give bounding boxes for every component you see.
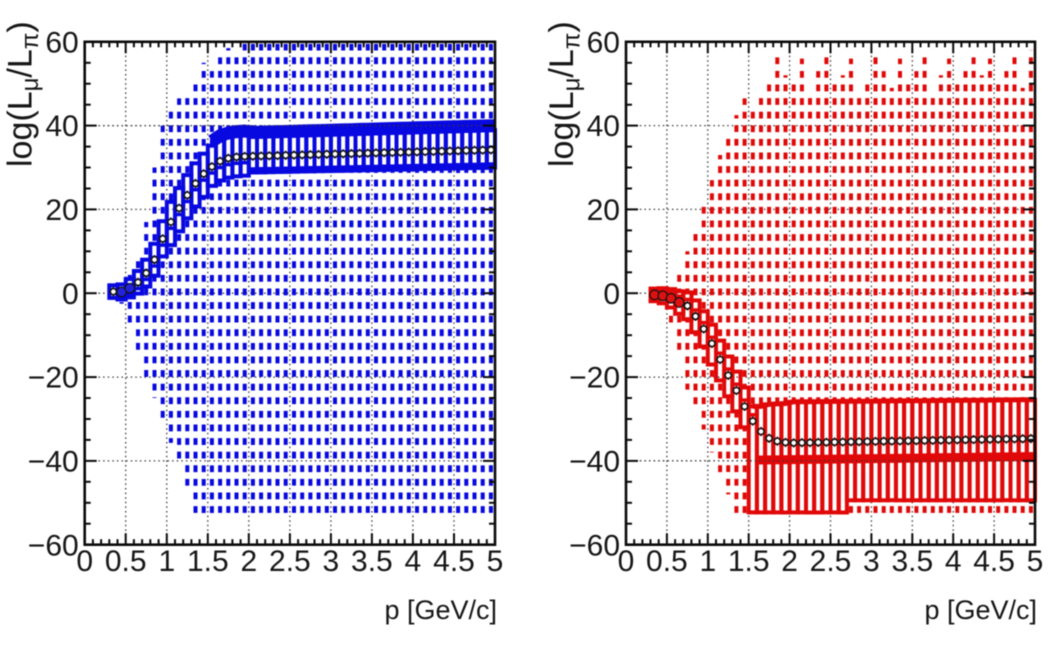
- svg-text:−60: −60: [569, 529, 620, 562]
- svg-text:60: 60: [587, 26, 620, 59]
- svg-text:2.5: 2.5: [269, 545, 311, 578]
- svg-text:3.5: 3.5: [351, 545, 393, 578]
- svg-text:0: 0: [76, 545, 93, 578]
- svg-text:−40: −40: [28, 446, 79, 479]
- svg-text:4.5: 4.5: [433, 545, 475, 578]
- svg-text:0: 0: [603, 278, 620, 311]
- svg-text:0.5: 0.5: [105, 545, 147, 578]
- svg-text:3: 3: [323, 545, 340, 578]
- svg-text:1: 1: [699, 545, 716, 578]
- svg-text:1.5: 1.5: [187, 545, 229, 578]
- svg-text:1.5: 1.5: [728, 545, 770, 578]
- svg-text:−60: −60: [28, 529, 79, 562]
- svg-text:3.5: 3.5: [891, 545, 933, 578]
- svg-text:1: 1: [158, 545, 175, 578]
- svg-text:4: 4: [405, 545, 422, 578]
- svg-text:2: 2: [781, 545, 798, 578]
- svg-text:5: 5: [1027, 545, 1044, 578]
- svg-text:p [GeV/c]: p [GeV/c]: [384, 595, 497, 625]
- svg-text:2: 2: [240, 545, 257, 578]
- svg-text:0.5: 0.5: [646, 545, 688, 578]
- svg-text:20: 20: [45, 194, 78, 227]
- svg-text:−20: −20: [28, 362, 79, 395]
- svg-text:20: 20: [587, 194, 620, 227]
- svg-text:p [GeV/c]: p [GeV/c]: [924, 595, 1037, 625]
- svg-text:4.5: 4.5: [973, 545, 1015, 578]
- svg-text:40: 40: [45, 110, 78, 143]
- svg-text:−20: −20: [569, 362, 620, 395]
- svg-text:60: 60: [45, 26, 78, 59]
- svg-text:5: 5: [487, 545, 504, 578]
- svg-text:0: 0: [618, 545, 635, 578]
- svg-text:0: 0: [62, 278, 79, 311]
- svg-text:4: 4: [945, 545, 962, 578]
- svg-text:−40: −40: [569, 446, 620, 479]
- svg-text:40: 40: [587, 110, 620, 143]
- svg-text:3: 3: [863, 545, 880, 578]
- svg-text:2.5: 2.5: [810, 545, 852, 578]
